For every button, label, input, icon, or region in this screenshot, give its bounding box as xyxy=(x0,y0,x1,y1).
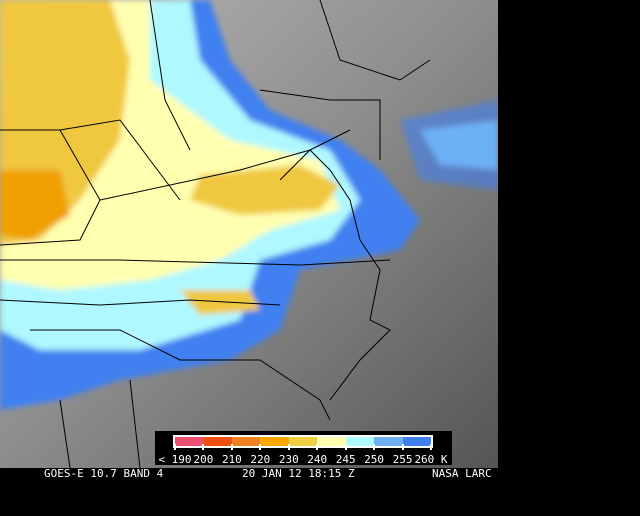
legend-tick-label: 260 K xyxy=(414,453,448,466)
cold-cloud-blue-east xyxy=(400,100,498,190)
legend-tick-mark xyxy=(401,444,404,450)
legend-tick-mark xyxy=(430,444,432,450)
legend-tick-mark xyxy=(174,444,176,450)
cold-cloud-yellow-3 xyxy=(180,290,260,315)
legend-tick-label: 240 xyxy=(307,453,328,466)
legend-swatch xyxy=(317,437,346,446)
legend-tick-mark xyxy=(344,444,347,450)
legend-swatch xyxy=(345,437,375,446)
legend-swatch xyxy=(374,437,403,446)
legend-swatch xyxy=(288,437,318,446)
legend-tick-mark xyxy=(259,444,262,450)
state-boundaries xyxy=(0,0,430,468)
legend-tick-label: 245 xyxy=(335,453,356,466)
legend-tick-mark xyxy=(202,444,205,450)
legend-swatch xyxy=(231,437,261,446)
cold-cloud-yellow-2 xyxy=(190,165,340,215)
satellite-band-label: GOES-E 10.7 BAND 4 xyxy=(44,467,164,480)
legend-tick-label: 210 xyxy=(221,453,242,466)
image-caption: GOES-E 10.7 BAND 4 20 JAN 12 18:15 Z NAS… xyxy=(0,468,640,480)
legend-swatch xyxy=(260,437,289,446)
source-label: NASA LARC xyxy=(432,467,492,480)
datetime-label: 20 JAN 12 18:15 Z xyxy=(242,467,355,480)
legend-tick-mark xyxy=(373,444,376,450)
legend-tick-label: 255 xyxy=(392,453,413,466)
legend-tick-label: 230 xyxy=(278,453,299,466)
temperature-legend: < 190 200 210 220 230 240 245 250 255 260 K xyxy=(155,431,452,466)
legend-tick-mark xyxy=(287,444,290,450)
legend-tick-mark xyxy=(316,444,319,450)
legend-swatch xyxy=(175,437,204,446)
color-scale-bar xyxy=(173,435,433,448)
satellite-ir-image xyxy=(0,0,498,468)
legend-tick-label: 220 xyxy=(250,453,271,466)
legend-tick-label: 250 xyxy=(364,453,385,466)
cold-cloud-orange xyxy=(0,170,70,240)
legend-tick-label: 200 xyxy=(193,453,214,466)
legend-swatch xyxy=(203,437,232,446)
legend-tick-label: < 190 xyxy=(158,453,192,466)
legend-swatch xyxy=(402,437,431,446)
legend-tick-mark xyxy=(230,444,233,450)
